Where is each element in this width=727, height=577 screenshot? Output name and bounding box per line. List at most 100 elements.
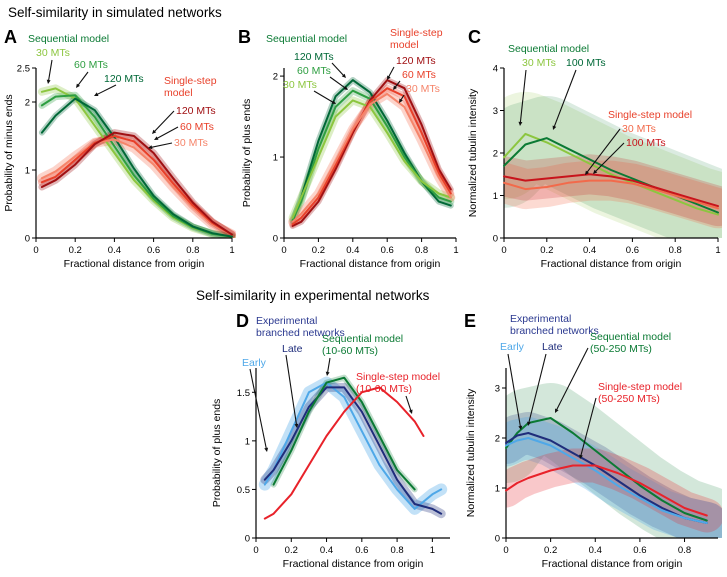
legend-annotation: Sequential model (590, 331, 671, 343)
annotation-arrow (313, 90, 334, 103)
x-axis-label: Fractional distance from origin (64, 258, 205, 270)
annotation-arrowhead (152, 129, 157, 134)
y-axis-label: Probability of plus ends (211, 399, 223, 508)
panel-c-chart: 0 0.2 0.4 0.6 0.8 1 0 1 2 3 4 Fractional distance f… (467, 43, 722, 270)
legend-annotation: 120 MTs (176, 105, 216, 117)
legend-annotation: Single-step model (598, 381, 682, 393)
panel-a-chart: 0 0.2 0.4 0.6 0.8 1 0 1 2 2.5 Fractional distance … (3, 33, 236, 270)
annotation-arrow (394, 80, 401, 88)
x-tick-label: 0.8 (678, 545, 691, 556)
annotation-arrowhead (527, 421, 531, 426)
y-axis-label: Normalized tubulin intensity (467, 88, 479, 217)
legend-annotation: Single-step (164, 75, 217, 87)
y-tick-label: 0.5 (237, 485, 250, 496)
x-tick-label: 0.6 (626, 245, 639, 256)
annotation-arrow (156, 126, 179, 139)
annotation-arrowhead (408, 409, 413, 414)
annotation-arrow (154, 110, 175, 132)
annotation-arrowhead (331, 100, 336, 104)
series-line (505, 417, 708, 522)
series-line (40, 131, 233, 236)
annotation-arrowhead (154, 136, 159, 140)
series-line (40, 97, 233, 238)
series-line (263, 386, 443, 515)
legend-annotation: 60 MTs (74, 59, 108, 71)
legend-annotation: Single-step (390, 27, 443, 39)
legend-annotation: Sequential model (28, 33, 109, 45)
legend-annotation: 30 MTs (283, 79, 317, 91)
legend-annotation: (10-60 MTs) (322, 345, 378, 357)
y-tick-label: 2 (273, 72, 278, 83)
annotation-arrowhead (343, 86, 348, 90)
legend-annotation: model (164, 87, 193, 99)
annotation-arrow (595, 142, 625, 172)
annotation-arrowhead (341, 73, 346, 78)
panel-label-a: A (4, 27, 17, 47)
panel-a-minus-ends: 0 0.2 0.4 0.6 0.8 1 0 1 2 2.5 Fractional distance … (2, 22, 240, 284)
legend-annotation: Late (282, 343, 303, 355)
annotation-arrowhead (325, 371, 330, 376)
y-tick-label: 2.5 (17, 64, 30, 75)
y-tick-label: 1 (493, 191, 498, 202)
panel-c-tubulin-intensity: 0 0.2 0.4 0.6 0.8 1 0 1 2 3 4 Fractional distance f… (466, 22, 727, 284)
series-line (505, 437, 708, 524)
x-axis-label: Fractional distance from origin (283, 558, 424, 570)
series-line (291, 92, 452, 223)
annotation-arrowhead (585, 170, 590, 175)
annotation-arrow (249, 368, 267, 449)
y-tick-label: 2 (493, 149, 498, 160)
legend-annotation: 60 MTs (402, 69, 436, 81)
annotation-arrow (580, 397, 597, 456)
legend-annotation: 100 MTs (626, 137, 666, 149)
x-tick-label: 0.6 (355, 545, 368, 556)
panel-e-chart: 0 0.2 0.4 0.6 0.8 0 1 2 3 Fractional distance fro… (465, 313, 722, 570)
annotation-arrowhead (294, 423, 299, 428)
legend-annotation: 30 MTs (522, 57, 556, 69)
legend-annotation: 30 MTs (622, 123, 656, 135)
series-line (505, 464, 708, 517)
annotation-arrow (77, 71, 89, 86)
annotation-arrowhead (593, 169, 598, 174)
panel-label-b: B (238, 27, 251, 47)
legend-annotation: 120 MTs (104, 73, 144, 85)
x-tick-label: 0 (253, 545, 258, 556)
annotation-arrowhead (76, 83, 80, 88)
y-tick-label: 0 (245, 534, 250, 545)
figure-title-experimental: Self-similarity in experimental networks (196, 288, 430, 303)
y-tick-label: 0 (25, 234, 30, 245)
x-tick-label: 0.6 (633, 545, 646, 556)
y-tick-label: 1.5 (237, 388, 250, 399)
y-tick-label: 3 (493, 106, 498, 117)
x-tick-label: 0.4 (346, 245, 359, 256)
x-axis-label: Fractional distance from origin (541, 258, 682, 270)
y-tick-label: 1 (495, 484, 500, 495)
annotation-arrow (388, 66, 395, 78)
x-tick-label: 0 (501, 245, 506, 256)
series-line (291, 89, 452, 222)
legend-annotation: 30 MTs (174, 137, 208, 149)
series-line (291, 79, 452, 227)
legend-annotation: Sequential model (508, 43, 589, 55)
x-tick-label: 0.2 (69, 245, 82, 256)
y-tick-label: 1 (245, 436, 250, 447)
annotation-arrow (327, 357, 331, 373)
annotation-arrowhead (94, 92, 99, 96)
x-tick-label: 0 (281, 245, 286, 256)
y-axis-label: Probability of minus ends (3, 94, 15, 211)
series-line (291, 99, 452, 219)
x-tick-label: 0.8 (186, 245, 199, 256)
y-axis-label: Normalized tubulin intensity (465, 388, 477, 517)
annotation-arrow (329, 76, 346, 89)
x-tick-label: 0.2 (285, 545, 298, 556)
x-tick-label: 0.2 (312, 245, 325, 256)
y-tick-label: 2 (495, 434, 500, 445)
annotation-arrow (586, 128, 621, 173)
legend-annotation: Sequential model (322, 333, 403, 345)
legend-annotation: Late (542, 341, 563, 353)
annotation-arrow (507, 353, 521, 427)
y-tick-label: 0 (273, 234, 278, 245)
legend-annotation: 60 MTs (180, 121, 214, 133)
confidence-band-layer (506, 383, 722, 538)
x-tick-label: 0 (33, 245, 38, 256)
y-tick-label: 1 (273, 153, 278, 164)
